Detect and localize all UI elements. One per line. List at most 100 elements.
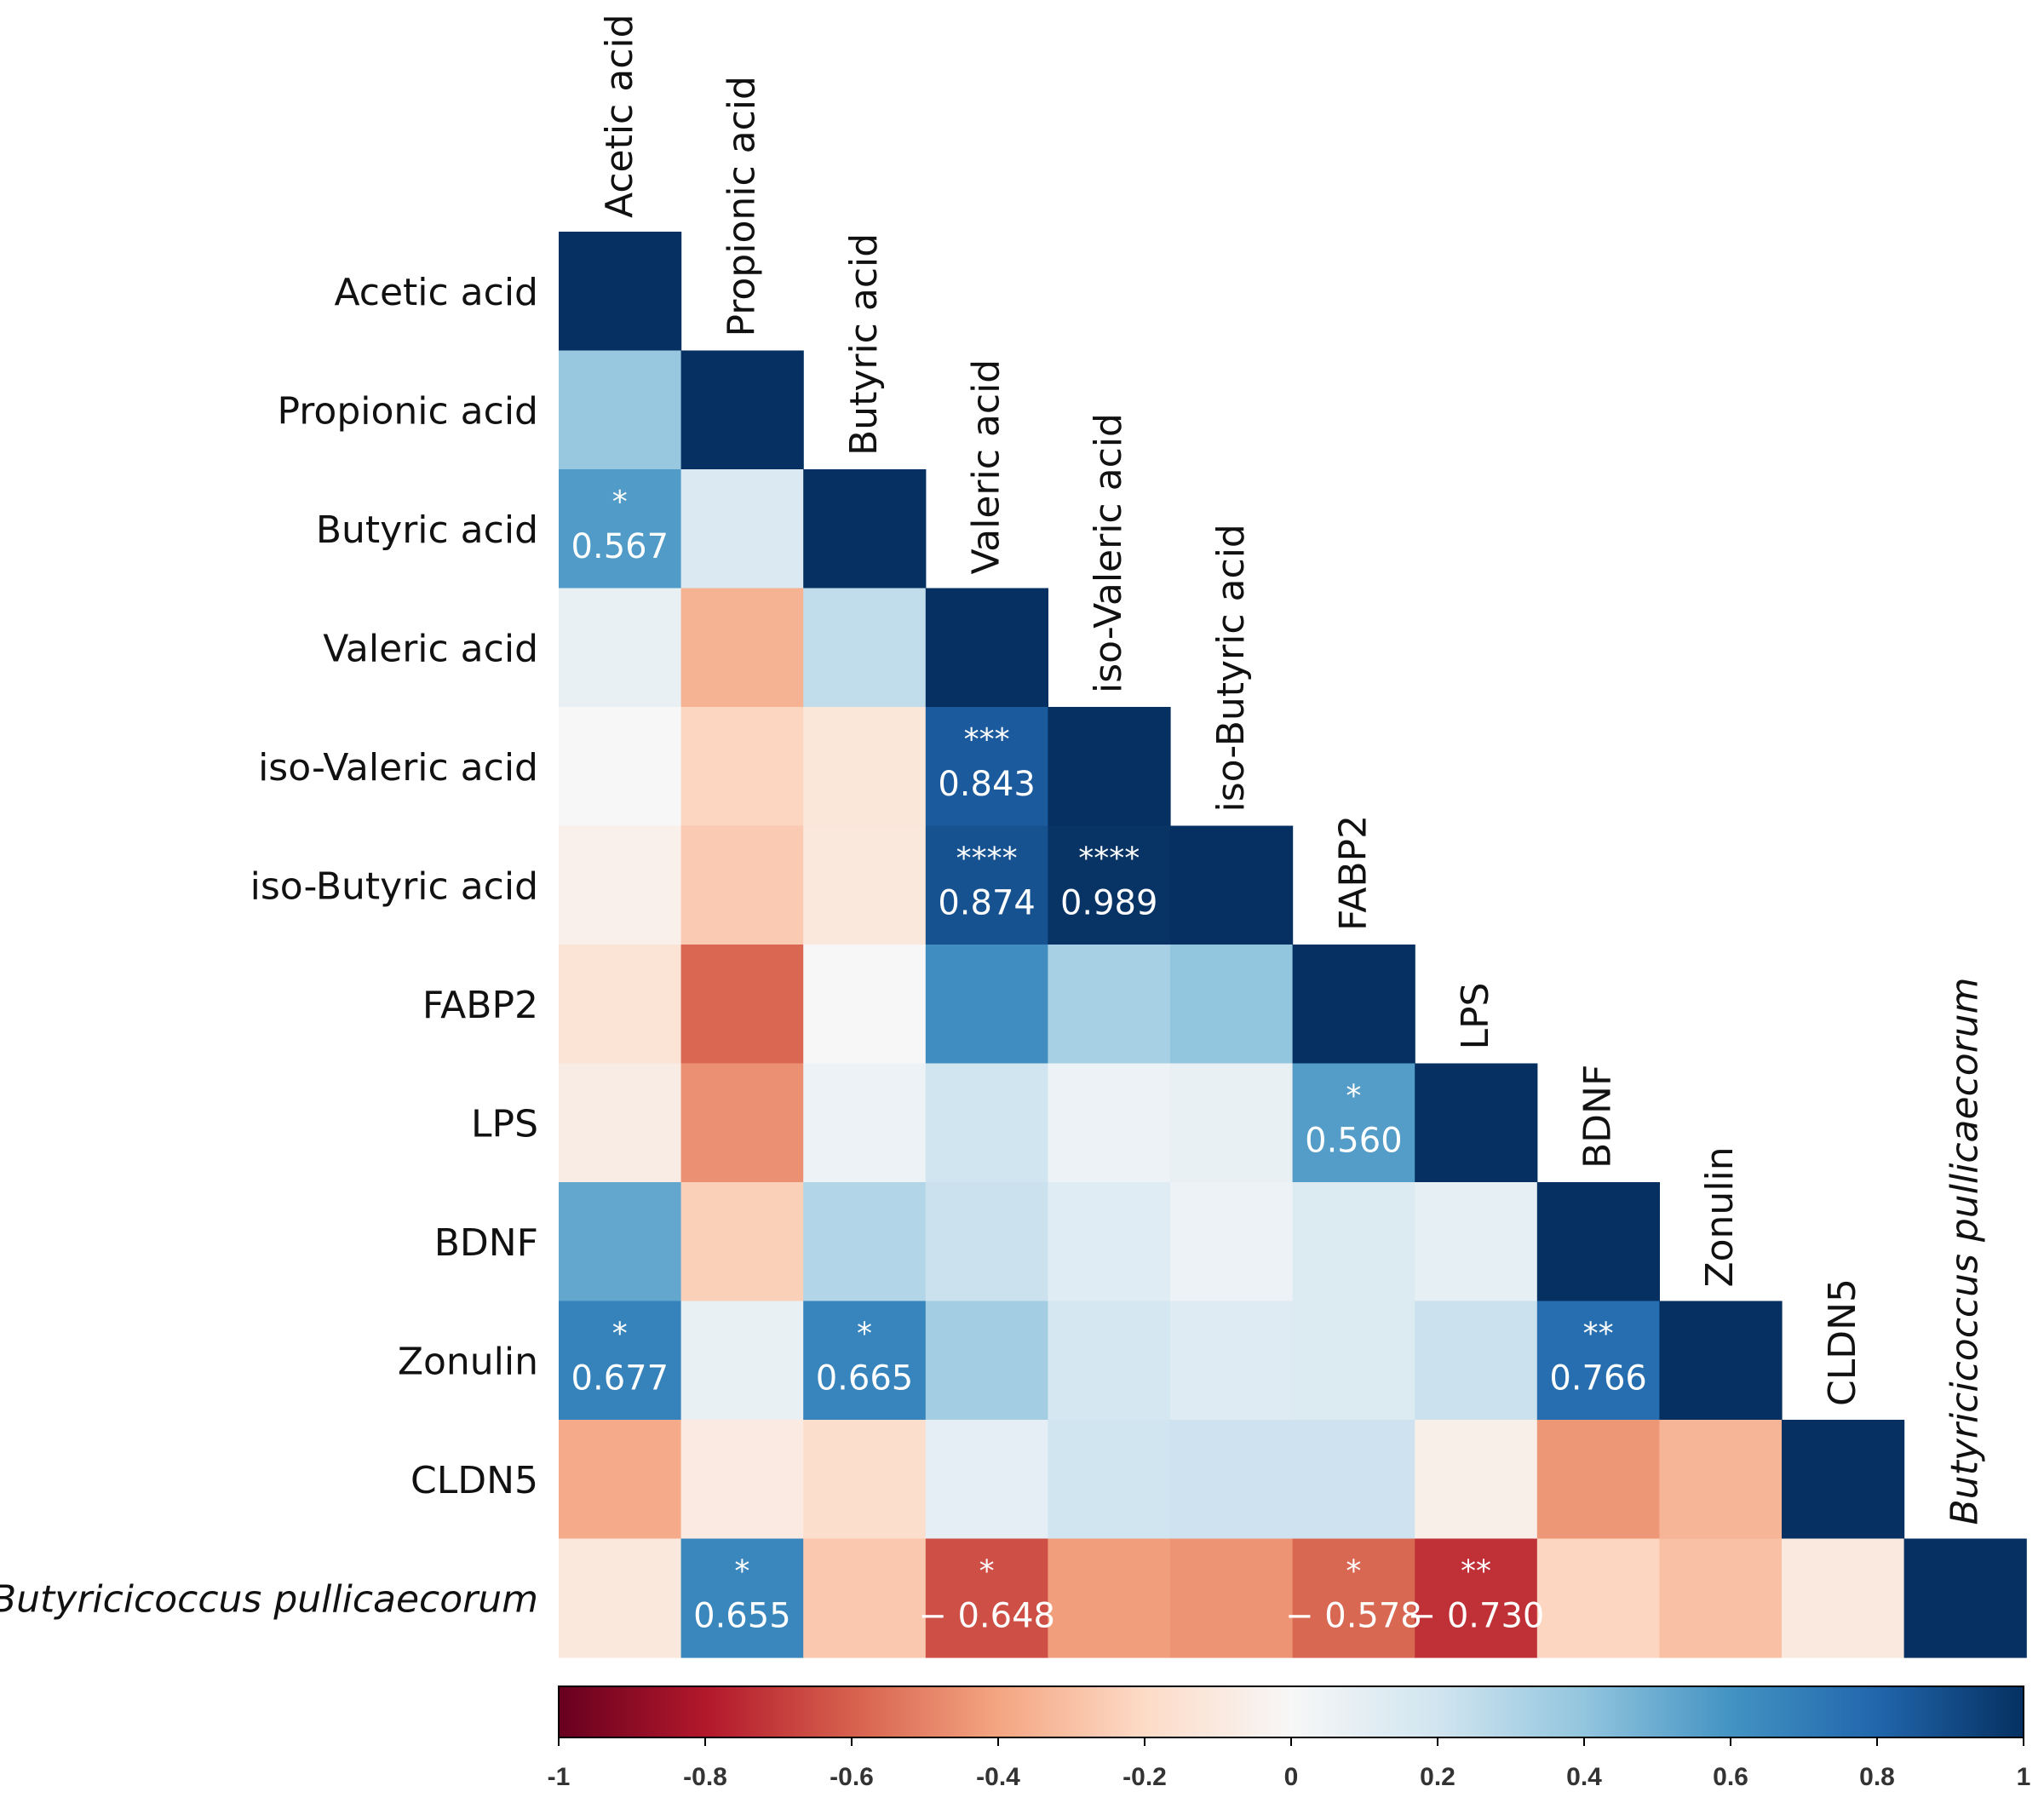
column-label-bdnf: BDNF	[1576, 1065, 1620, 1169]
heatmap-cell-r7-c3	[925, 1063, 1048, 1183]
heatmap-cell-r5-c1	[680, 825, 804, 945]
heatmap-cell-r9-c8	[1536, 1301, 1660, 1421]
column-label-iso-butyric-acid: iso-Butyric acid	[1209, 524, 1253, 812]
row-label-fabp2: FABP2	[422, 984, 538, 1027]
heatmap-cell-r11-c5	[1170, 1538, 1294, 1658]
heatmap-cell-r7-c1	[680, 1063, 804, 1183]
column-label-fabp2: FABP2	[1331, 815, 1375, 931]
column-label-butyricicoccus-pullicaecorum: Butyricicoccus pullicaecorum	[1943, 977, 1986, 1525]
heatmap-cell-r1-c1	[680, 350, 804, 470]
row-label-acetic-acid: Acetic acid	[334, 271, 538, 314]
heatmap-cell-r4-c1	[680, 707, 804, 827]
column-label-cldn5: CLDN5	[1821, 1278, 1864, 1406]
heatmap-cell-r8-c2	[803, 1182, 927, 1302]
heatmap-cell-r7-c6	[1292, 1063, 1415, 1183]
heatmap-cell-r9-c5	[1170, 1301, 1294, 1421]
row-label-zonulin: Zonulin	[398, 1340, 538, 1383]
colorbar-tick-label: -0.8	[683, 1763, 727, 1791]
correlation-value-label: − 0.730	[1408, 1597, 1545, 1636]
colorbar-tick-label: 0	[1284, 1763, 1299, 1791]
heatmap-cell-r10-c5	[1170, 1420, 1294, 1540]
heatmap-cell-r11-c9	[1659, 1538, 1783, 1658]
heatmap-cell-r4-c3	[925, 707, 1048, 827]
colorbar-tick-label: 0.2	[1420, 1763, 1455, 1791]
heatmap-cell-r6-c0	[559, 945, 682, 1065]
heatmap-cell-r6-c2	[803, 945, 927, 1065]
correlation-value-label: 0.874	[938, 884, 1036, 923]
row-label-lps: LPS	[471, 1102, 538, 1146]
heatmap-cell-r9-c9	[1659, 1301, 1783, 1421]
column-label-zonulin: Zonulin	[1698, 1146, 1742, 1287]
correlation-value-label: − 0.648	[918, 1597, 1055, 1636]
row-label-iso-valeric-acid: iso-Valeric acid	[258, 746, 538, 790]
heatmap-cell-r11-c6	[1292, 1538, 1415, 1658]
column-label-valeric-acid: Valeric acid	[965, 359, 1008, 575]
heatmap-cell-r0-c0	[559, 232, 682, 352]
heatmap-cell-r10-c0	[559, 1420, 682, 1540]
heatmap-cell-r7-c5	[1170, 1063, 1294, 1183]
colorbar: -1 -0.8 -0.6 -0.4 -0.2 0 0.2 0.4 0.6 0.8 1	[548, 1686, 2030, 1791]
heatmap-cell-r10-c2	[803, 1420, 927, 1540]
heatmap-cell-r9-c1	[680, 1301, 804, 1421]
heatmap-cell-r10-c6	[1292, 1420, 1415, 1540]
heatmap-cell-r2-c2	[803, 469, 927, 589]
heatmap-cell-r4-c0	[559, 707, 682, 827]
heatmap-cell-r5-c5	[1170, 825, 1294, 945]
correlation-value-label: 0.560	[1305, 1122, 1403, 1161]
heatmap-cell-r2-c0	[559, 469, 682, 589]
heatmap-cell-r8-c4	[1048, 1182, 1171, 1302]
heatmap-cell-r9-c4	[1048, 1301, 1171, 1421]
colorbar-tick-label: -0.6	[830, 1763, 874, 1791]
significance-stars: *	[857, 1317, 872, 1352]
heatmap-cell-r11-c1	[680, 1538, 804, 1658]
heatmap-cell-r7-c4	[1048, 1063, 1171, 1183]
significance-stars: *	[612, 1317, 628, 1352]
heatmap-cell-r10-c1	[680, 1420, 804, 1540]
colorbar-tick-label: -0.2	[1122, 1763, 1167, 1791]
heatmap-cell-r6-c1	[680, 945, 804, 1065]
heatmap-cell-r8-c8	[1536, 1182, 1660, 1302]
correlation-value-label: 0.567	[571, 527, 669, 566]
row-label-butyricicoccus-pullicaecorum: Butyricicoccus pullicaecorum	[0, 1577, 538, 1621]
heatmap-cell-r11-c4	[1048, 1538, 1171, 1658]
column-labels: Acetic acid Propionic acid Butyric acid Val…	[598, 14, 1987, 1525]
heatmap-cell-r11-c11	[1903, 1538, 2027, 1658]
row-label-iso-butyric-acid: iso-Butyric acid	[250, 864, 538, 908]
cell-annotations: *0.567***0.843****0.874****0.989*0.560*0…	[571, 485, 1647, 1636]
heatmap-cell-r5-c3	[925, 825, 1048, 945]
correlation-value-label: 0.989	[1060, 884, 1158, 923]
correlation-value-label: 0.843	[938, 765, 1036, 804]
significance-stars: **	[1583, 1317, 1614, 1352]
row-label-propionic-acid: Propionic acid	[278, 389, 538, 433]
heatmap-cell-r8-c6	[1292, 1182, 1415, 1302]
significance-stars: ***	[964, 722, 1010, 757]
significance-stars: *	[979, 1554, 995, 1589]
heatmap-cell-r11-c0	[559, 1538, 682, 1658]
heatmap-cell-r4-c4	[1048, 707, 1171, 827]
column-label-lps: LPS	[1454, 983, 1497, 1050]
significance-stars: *	[734, 1554, 749, 1589]
significance-stars: ****	[1078, 841, 1140, 876]
heatmap-cell-r7-c0	[559, 1063, 682, 1183]
heatmap-cells	[559, 232, 2027, 1658]
column-label-acetic-acid: Acetic acid	[598, 14, 641, 218]
heatmap-cell-r11-c8	[1536, 1538, 1660, 1658]
heatmap-cell-r9-c0	[559, 1301, 682, 1421]
row-label-cldn5: CLDN5	[411, 1459, 538, 1502]
heatmap-cell-r11-c10	[1782, 1538, 1905, 1658]
heatmap-cell-r10-c3	[925, 1420, 1048, 1540]
heatmap-cell-r10-c4	[1048, 1420, 1171, 1540]
heatmap-cell-r9-c3	[925, 1301, 1048, 1421]
column-label-propionic-acid: Propionic acid	[720, 76, 763, 336]
significance-stars: *	[612, 485, 628, 520]
row-label-butyric-acid: Butyric acid	[316, 508, 538, 552]
heatmap-cell-r10-c7	[1415, 1420, 1538, 1540]
heatmap-cell-r3-c0	[559, 588, 682, 708]
heatmap-cell-r5-c4	[1048, 825, 1171, 945]
heatmap-cell-r5-c2	[803, 825, 927, 945]
heatmap-cell-r1-c0	[559, 350, 682, 470]
heatmap-cell-r3-c1	[680, 588, 804, 708]
heatmap-cell-r11-c7	[1415, 1538, 1538, 1658]
row-label-valeric-acid: Valeric acid	[323, 627, 538, 670]
